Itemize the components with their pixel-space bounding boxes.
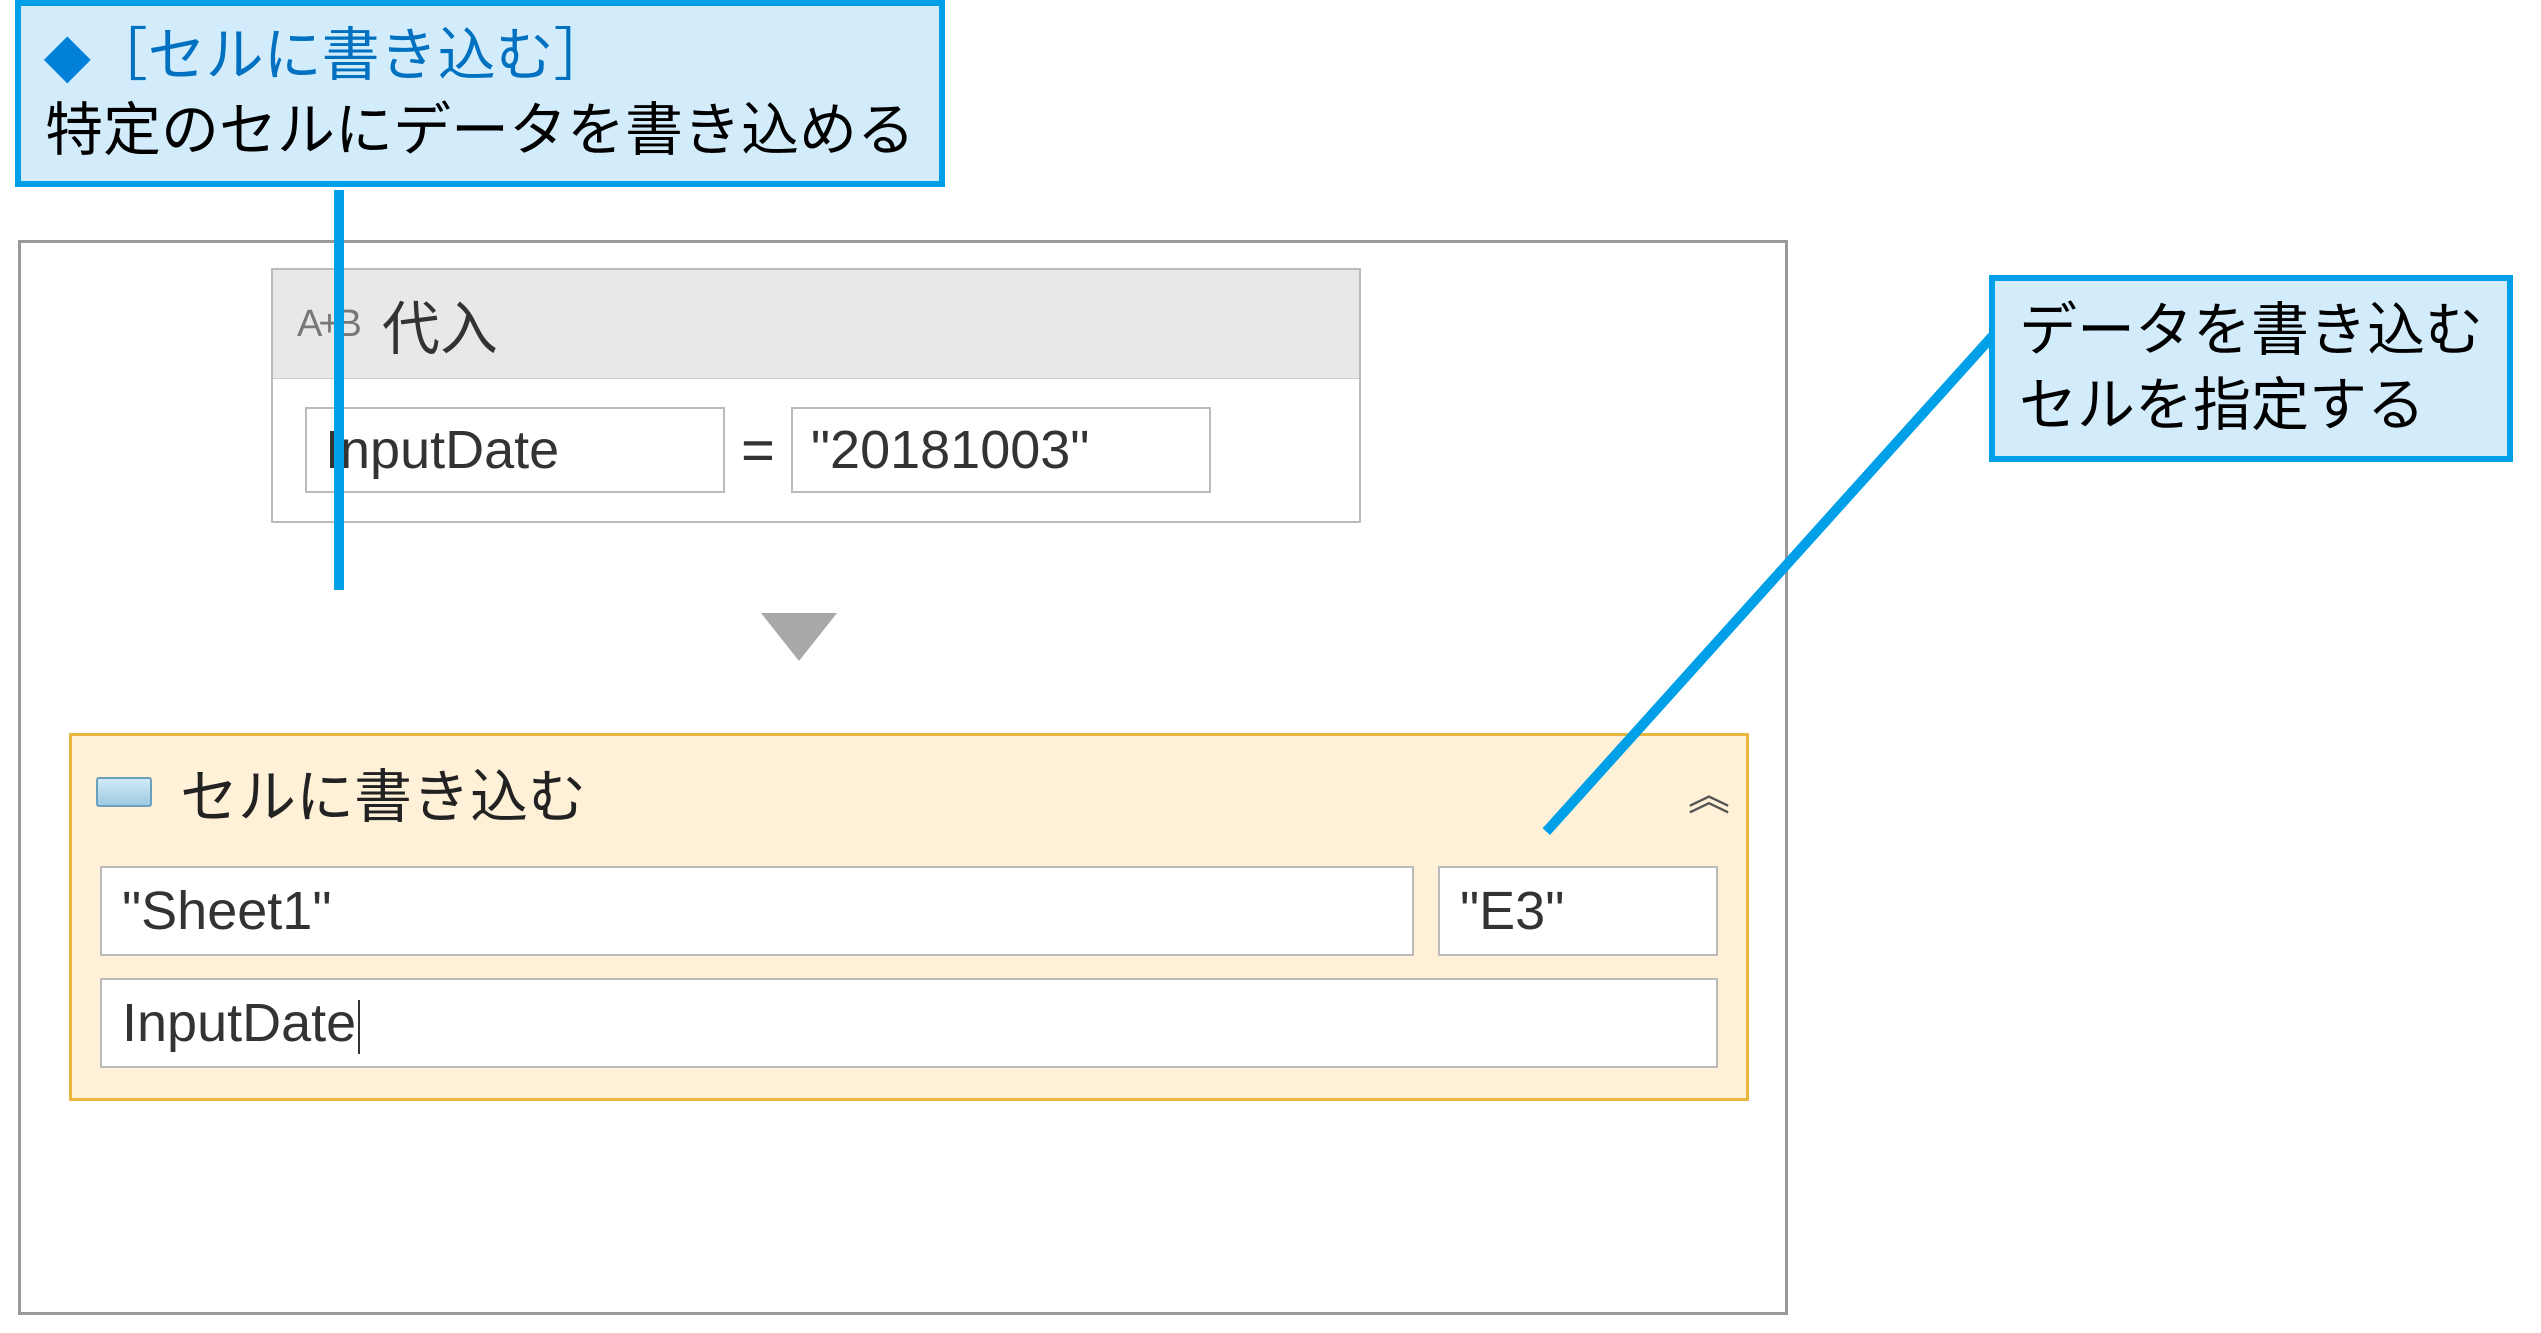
- cell-reference-input[interactable]: "E3": [1438, 866, 1718, 956]
- callout-title-text: ［セルに書き込む］: [90, 23, 612, 88]
- callout-cell-spec: データを書き込む セルを指定する: [1989, 275, 2513, 462]
- callout-right-line1: データを書き込む: [2019, 293, 2483, 368]
- write-cell-header[interactable]: セルに書き込む ︽: [72, 736, 1746, 848]
- write-cell-title: セルに書き込む: [180, 750, 1660, 834]
- bullet-icon: ◆: [45, 23, 90, 88]
- assign-value-input[interactable]: "20181003": [791, 407, 1211, 493]
- equals-sign: =: [741, 417, 775, 484]
- write-cell-body: "Sheet1" "E3" InputDate: [72, 848, 1746, 1098]
- cell-value-input[interactable]: InputDate: [100, 978, 1718, 1068]
- assign-activity-header[interactable]: A+B 代入: [273, 270, 1359, 379]
- cell-value-text: InputDate: [122, 993, 356, 1053]
- keyboard-icon: [96, 777, 152, 807]
- callout-right-line2: セルを指定する: [2019, 368, 2483, 443]
- sheet-name-input[interactable]: "Sheet1": [100, 866, 1414, 956]
- flow-arrow-icon: [761, 613, 837, 661]
- assign-activity-body: InputDate = "20181003": [273, 379, 1359, 521]
- collapse-icon[interactable]: ︽: [1688, 762, 1722, 823]
- write-cell-activity[interactable]: セルに書き込む ︽ "Sheet1" "E3" InputDate: [69, 733, 1749, 1101]
- assign-activity[interactable]: A+B 代入 InputDate = "20181003": [271, 268, 1361, 523]
- assign-icon: A+B: [297, 303, 358, 346]
- assign-activity-title: 代入: [382, 282, 498, 366]
- workflow-designer-panel: A+B 代入 InputDate = "20181003" セルに書き込む ︽ …: [18, 240, 1788, 1315]
- leader-line-1: [334, 190, 344, 590]
- callout-desc-text: 特定のセルにデータを書き込める: [45, 93, 915, 168]
- text-cursor: [358, 1000, 360, 1054]
- assign-variable-input[interactable]: InputDate: [305, 407, 725, 493]
- callout-activity-title: ◆［セルに書き込む］ 特定のセルにデータを書き込める: [15, 0, 945, 187]
